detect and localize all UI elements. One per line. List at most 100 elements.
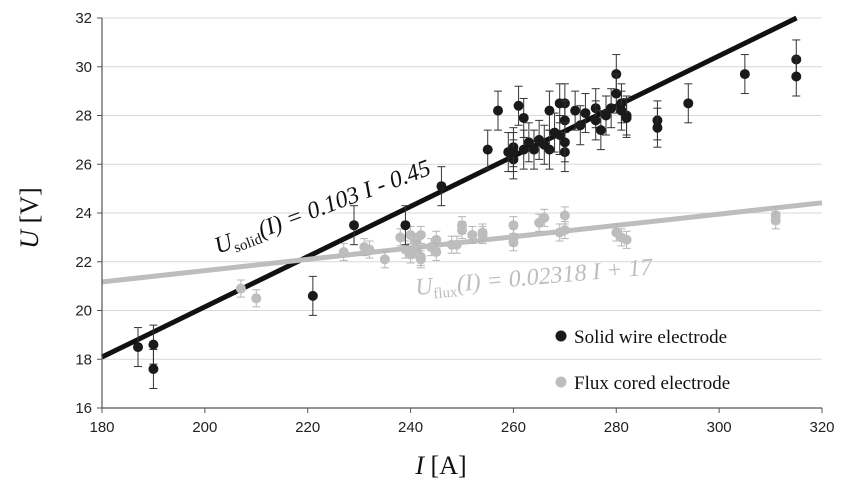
marker — [235, 283, 246, 294]
marker — [739, 69, 750, 80]
y-tick-label-26: 26 — [75, 156, 92, 173]
marker — [148, 364, 159, 374]
solid-point-3 — [307, 275, 318, 316]
solid-point-29 — [570, 90, 581, 131]
marker — [415, 254, 426, 265]
y-tick-label-22: 22 — [75, 254, 92, 271]
legend-marker-solid — [555, 330, 567, 342]
solid-point-4 — [349, 205, 359, 246]
solid-eq-body: (I) = 0.103 I - 0.45 — [255, 155, 435, 243]
x-tick-label-220: 220 — [295, 419, 320, 436]
flux-point-5 — [379, 250, 390, 269]
y-axis-unit: [V] — [15, 187, 44, 230]
gridlines — [102, 17, 822, 409]
marker — [580, 108, 591, 119]
y-tick-label-28: 28 — [75, 108, 92, 125]
solid-point-34 — [595, 110, 606, 151]
x-tick-label-320: 320 — [809, 419, 834, 436]
y-axis-title: U [V] — [15, 187, 44, 248]
flux-point-21 — [457, 216, 467, 235]
flux-point-29 — [539, 208, 550, 227]
marker — [467, 229, 478, 240]
marker — [544, 144, 555, 155]
marker — [457, 220, 467, 231]
marker — [493, 105, 503, 116]
flux-point-13 — [415, 250, 426, 269]
marker — [621, 234, 632, 245]
marker — [508, 232, 519, 243]
solid-point-19 — [539, 124, 550, 165]
solid-point-16 — [523, 122, 534, 163]
x-tick-label-280: 280 — [604, 419, 629, 436]
solid-point-17 — [529, 129, 539, 170]
x-axis-unit: [A] — [424, 451, 467, 480]
flux-point-14 — [415, 225, 426, 244]
tick-labels: 180 200 220 240 260 280 300 320 16 18 20 22 24 26 28 30… — [75, 10, 834, 436]
marker — [148, 339, 159, 350]
marker — [652, 122, 663, 133]
marker — [539, 212, 550, 223]
y-axis-symbol: U — [15, 228, 44, 249]
x-axis-title: I [A] — [414, 451, 466, 480]
flux-point-27 — [508, 228, 519, 247]
y-tick-label-24: 24 — [75, 205, 92, 222]
flux-point-22 — [467, 225, 478, 244]
marker — [307, 290, 318, 301]
marker — [477, 227, 488, 238]
solid-point-5 — [400, 205, 411, 246]
marker — [431, 234, 442, 245]
marker — [513, 100, 524, 111]
solid-point-7 — [482, 129, 493, 170]
flux-eq-subscript: flux — [433, 284, 459, 302]
marker — [451, 239, 462, 250]
y-tick-label-16: 16 — [75, 400, 92, 417]
solid-point-44 — [652, 107, 663, 148]
legend: Solid wire electrode Flux cored electrod… — [555, 327, 730, 394]
solid-point-36 — [606, 88, 617, 129]
solid-point-42 — [621, 97, 632, 138]
flux-fit-line — [101, 200, 823, 285]
x-tick-label-240: 240 — [398, 419, 423, 436]
marker — [559, 137, 570, 148]
solid-point-46 — [739, 54, 750, 95]
flux-point-0 — [235, 279, 246, 298]
flux-point-8 — [405, 225, 416, 244]
flux-point-2 — [338, 242, 349, 262]
solid-point-13 — [513, 85, 524, 126]
marker — [523, 137, 534, 148]
axes — [97, 17, 823, 413]
y-tick-label-18: 18 — [75, 351, 92, 368]
marker — [611, 88, 622, 99]
solid-point-0 — [133, 327, 143, 368]
legend-marker-flux — [555, 376, 567, 388]
y-tick-label-30: 30 — [75, 59, 92, 76]
solid-wire-series — [133, 39, 802, 389]
solid-point-35 — [601, 95, 611, 136]
solid-point-28 — [559, 122, 570, 163]
marker — [400, 220, 411, 231]
solid-point-6 — [436, 166, 447, 207]
marker — [379, 254, 390, 265]
solid-point-31 — [580, 93, 591, 134]
marker — [410, 244, 421, 255]
marker — [683, 98, 694, 109]
x-tick-label-200: 200 — [192, 419, 217, 436]
legend-label-flux: Flux cored electrode — [574, 373, 730, 394]
solid-fit-line — [100, 15, 798, 360]
y-tick-label-20: 20 — [75, 303, 92, 320]
marker — [570, 105, 581, 116]
y-tick-label-32: 32 — [75, 10, 92, 27]
x-tick-label-260: 260 — [501, 419, 526, 436]
marker — [436, 181, 447, 192]
solid-point-20 — [544, 90, 555, 131]
solid-point-12 — [508, 132, 519, 173]
marker — [431, 247, 442, 257]
solid-point-15 — [518, 129, 529, 170]
marker — [482, 144, 493, 155]
solid-point-48 — [791, 56, 802, 97]
marker — [791, 71, 802, 82]
marker — [518, 112, 529, 123]
solid-point-45 — [683, 83, 694, 124]
solid-point-30 — [575, 105, 586, 146]
